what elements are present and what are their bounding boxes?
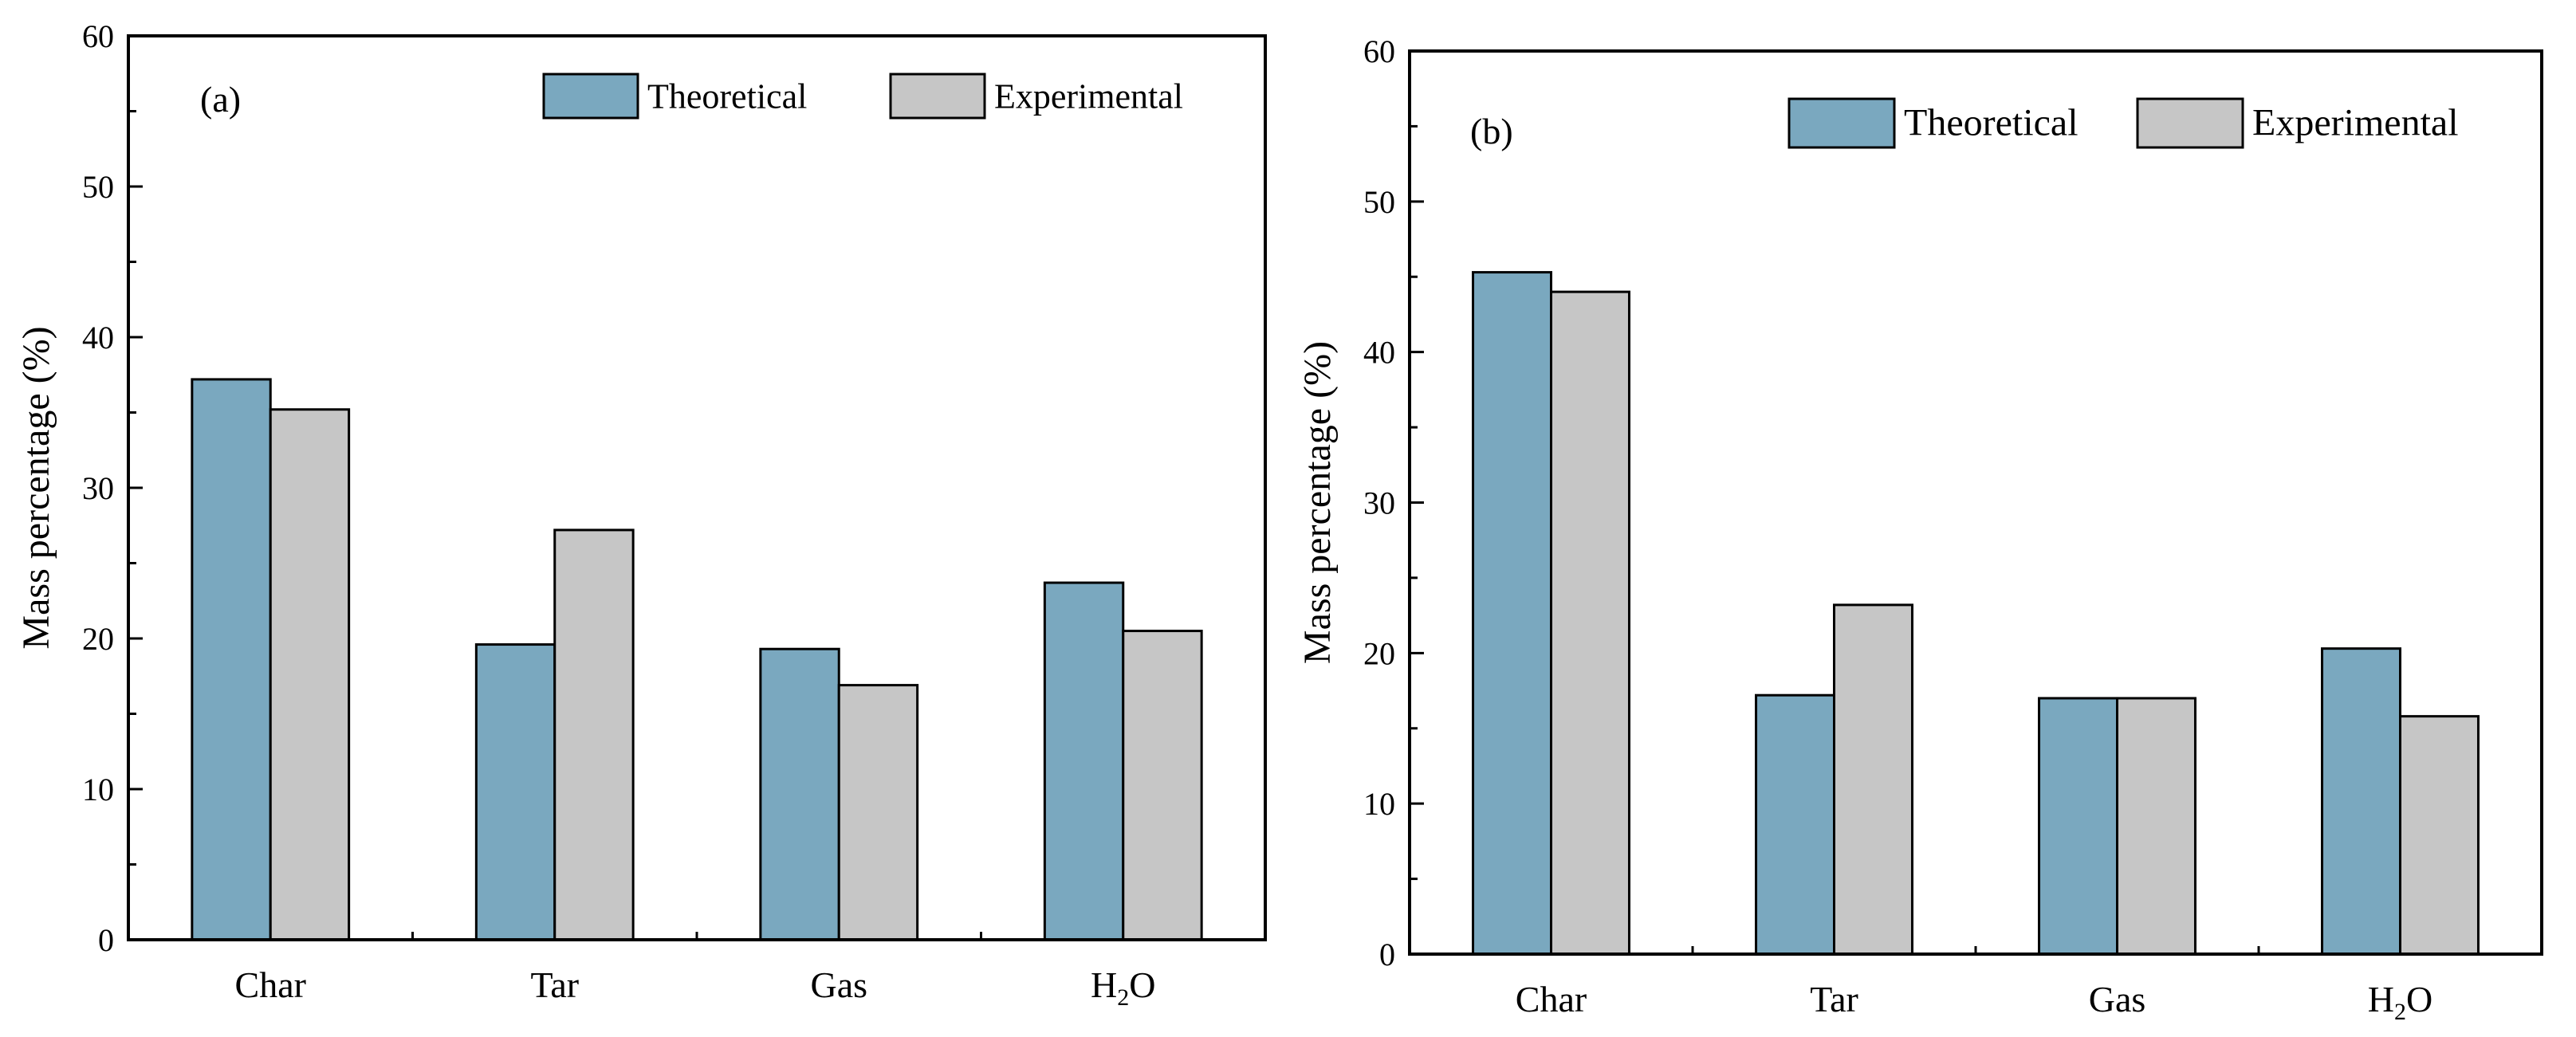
bar-theoretical-tar xyxy=(1755,693,1836,956)
x-tick-label: Tar xyxy=(1810,979,1858,1019)
chart-panel-1: Char Tar Gas H2O 0 10 20 30 40 50 60 Mass percentag… xyxy=(1296,33,2543,1025)
y-tick-label: 30 xyxy=(1363,485,1395,521)
y-tick-label: 20 xyxy=(1363,635,1395,671)
y-tick-label: 0 xyxy=(1379,937,1395,972)
bar-theoretical-h2o xyxy=(2321,647,2402,956)
x-tick-label: Tar xyxy=(530,964,579,1005)
x-tick-label: Gas xyxy=(810,964,867,1005)
chart-panel-0: Char Tar Gas H2O 0 10 20 30 40 50 60 Mass percentag… xyxy=(15,18,1267,1011)
y-tick-label: 10 xyxy=(82,772,114,807)
bar-experimental-tar xyxy=(553,528,635,941)
y-tick-label: 50 xyxy=(82,169,114,205)
y-tick-label: 30 xyxy=(82,470,114,506)
x-tick-label: H2O xyxy=(1091,964,1155,1011)
bar-experimental-h2o xyxy=(2399,715,2480,956)
bar-theoretical-gas xyxy=(759,647,840,941)
legend-label-theoretical: Theoretical xyxy=(1904,102,2078,144)
bar-theoretical-char xyxy=(1472,271,1553,956)
y-tick-label: 60 xyxy=(82,18,114,54)
x-tick-label: Gas xyxy=(2089,979,2146,1019)
y-tick-label: 50 xyxy=(1363,184,1395,220)
legend-swatch-theoretical xyxy=(542,73,639,120)
legend-swatch-experimental xyxy=(889,73,986,120)
bar-theoretical-tar xyxy=(474,643,556,941)
panel-label: (b) xyxy=(1470,111,1513,151)
legend-label-theoretical: Theoretical xyxy=(647,77,807,116)
panel-label: (a) xyxy=(200,79,241,120)
bar-experimental-h2o xyxy=(1122,630,1203,941)
bar-experimental-tar xyxy=(1833,603,1913,956)
bar-theoretical-char xyxy=(191,378,272,941)
bar-experimental-char xyxy=(269,408,351,941)
bar-theoretical-h2o xyxy=(1043,581,1125,941)
y-tick-label: 60 xyxy=(1363,33,1395,69)
y-axis-label: Mass percentage (%) xyxy=(15,326,57,649)
y-tick-label: 40 xyxy=(1363,335,1395,371)
legend-swatch-experimental xyxy=(2136,97,2244,149)
x-tick-label: H2O xyxy=(2368,979,2432,1025)
legend-swatch-theoretical xyxy=(1787,97,1896,149)
bar-experimental-gas xyxy=(2116,697,2196,956)
y-tick-label: 40 xyxy=(82,320,114,355)
y-axis-label: Mass percentage (%) xyxy=(1296,341,1339,664)
bar-theoretical-gas xyxy=(2038,697,2119,956)
legend-label-experimental: Experimental xyxy=(994,77,1183,116)
bar-experimental-gas xyxy=(837,684,919,941)
y-tick-label: 20 xyxy=(82,621,114,657)
legend-label-experimental: Experimental xyxy=(2252,102,2459,144)
y-tick-label: 0 xyxy=(98,922,114,958)
bar-experimental-char xyxy=(1550,290,1630,956)
x-tick-label: Char xyxy=(1516,979,1587,1019)
x-tick-label: Char xyxy=(235,964,306,1005)
y-tick-label: 10 xyxy=(1363,786,1395,822)
